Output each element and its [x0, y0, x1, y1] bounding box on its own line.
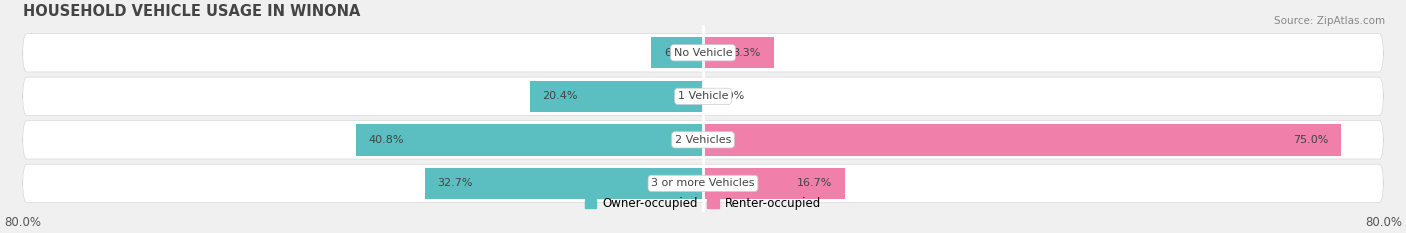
FancyBboxPatch shape — [22, 77, 1384, 116]
Text: 2 Vehicles: 2 Vehicles — [675, 135, 731, 145]
Text: 16.7%: 16.7% — [797, 178, 832, 188]
Bar — [356, 124, 703, 155]
Text: 0.0%: 0.0% — [716, 91, 744, 101]
Bar — [651, 37, 703, 69]
Text: HOUSEHOLD VEHICLE USAGE IN WINONA: HOUSEHOLD VEHICLE USAGE IN WINONA — [22, 4, 360, 19]
Text: 32.7%: 32.7% — [437, 178, 474, 188]
Text: 6.1%: 6.1% — [664, 48, 692, 58]
FancyBboxPatch shape — [22, 164, 1384, 202]
Bar — [703, 37, 773, 69]
Text: 40.8%: 40.8% — [368, 135, 405, 145]
Legend: Owner-occupied, Renter-occupied: Owner-occupied, Renter-occupied — [579, 193, 827, 215]
Bar — [530, 81, 703, 112]
Text: 8.3%: 8.3% — [733, 48, 761, 58]
Text: 1 Vehicle: 1 Vehicle — [678, 91, 728, 101]
Text: 20.4%: 20.4% — [543, 91, 578, 101]
Bar — [425, 168, 703, 199]
Text: Source: ZipAtlas.com: Source: ZipAtlas.com — [1274, 16, 1385, 26]
FancyBboxPatch shape — [22, 34, 1384, 72]
Text: No Vehicle: No Vehicle — [673, 48, 733, 58]
Text: 75.0%: 75.0% — [1292, 135, 1329, 145]
Bar — [703, 124, 1341, 155]
FancyBboxPatch shape — [22, 121, 1384, 159]
Text: 3 or more Vehicles: 3 or more Vehicles — [651, 178, 755, 188]
Bar — [703, 168, 845, 199]
